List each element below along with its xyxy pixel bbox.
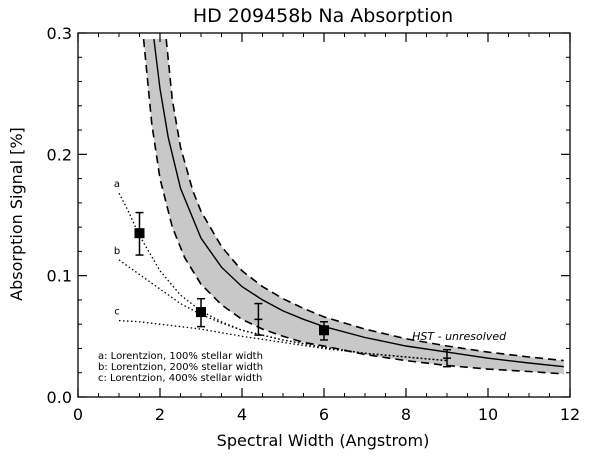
data-point-3	[319, 325, 329, 336]
data-point-1	[196, 307, 206, 318]
x-tick-label-0: 0	[73, 405, 83, 424]
x-tick-label-5: 10	[478, 405, 498, 424]
y-tick-label-2: 0.2	[47, 145, 72, 164]
x-tick-label-3: 6	[319, 405, 329, 424]
plot-content	[118, 39, 564, 375]
legend-entry-2: c: Lorentzion, 400% stellar width	[98, 373, 262, 384]
y-tick-label-3: 0.3	[47, 24, 72, 43]
lower-bound-line	[142, 39, 564, 375]
x-tick-label-1: 2	[155, 405, 165, 424]
x-tick-label-4: 8	[401, 405, 411, 424]
upper-bound-line	[165, 39, 564, 362]
data-point-0	[134, 228, 145, 239]
x-axis-title: Spectral Width (Angstrom)	[217, 431, 430, 450]
y-tick-label-1: 0.1	[47, 267, 72, 286]
lorentzian-label-b: b	[114, 246, 120, 257]
legend-entry-0: a: Lorentzion, 100% stellar width	[98, 351, 263, 362]
y-axis-title: Absorption Signal [%]	[7, 127, 26, 301]
y-tick-label-0: 0.0	[47, 388, 72, 407]
uncertainty-band	[143, 39, 564, 374]
x-tick-label-2: 4	[237, 405, 247, 424]
lorentzian-label-a: a	[114, 179, 120, 190]
legend-entry-1: b: Lorentzion, 200% stellar width	[98, 362, 263, 373]
lorentzian-label-c: c	[114, 307, 120, 318]
hst-annotation: HST - unresolved	[412, 330, 507, 343]
chart-title: HD 209458b Na Absorption	[193, 5, 453, 27]
model-center-line	[153, 39, 564, 368]
x-tick-label-6: 12	[560, 405, 580, 424]
plot-area: a b c HST - unresolved 0 2 4 6 8 10 12 0.0 0.1 0.2 0.3	[47, 24, 581, 424]
